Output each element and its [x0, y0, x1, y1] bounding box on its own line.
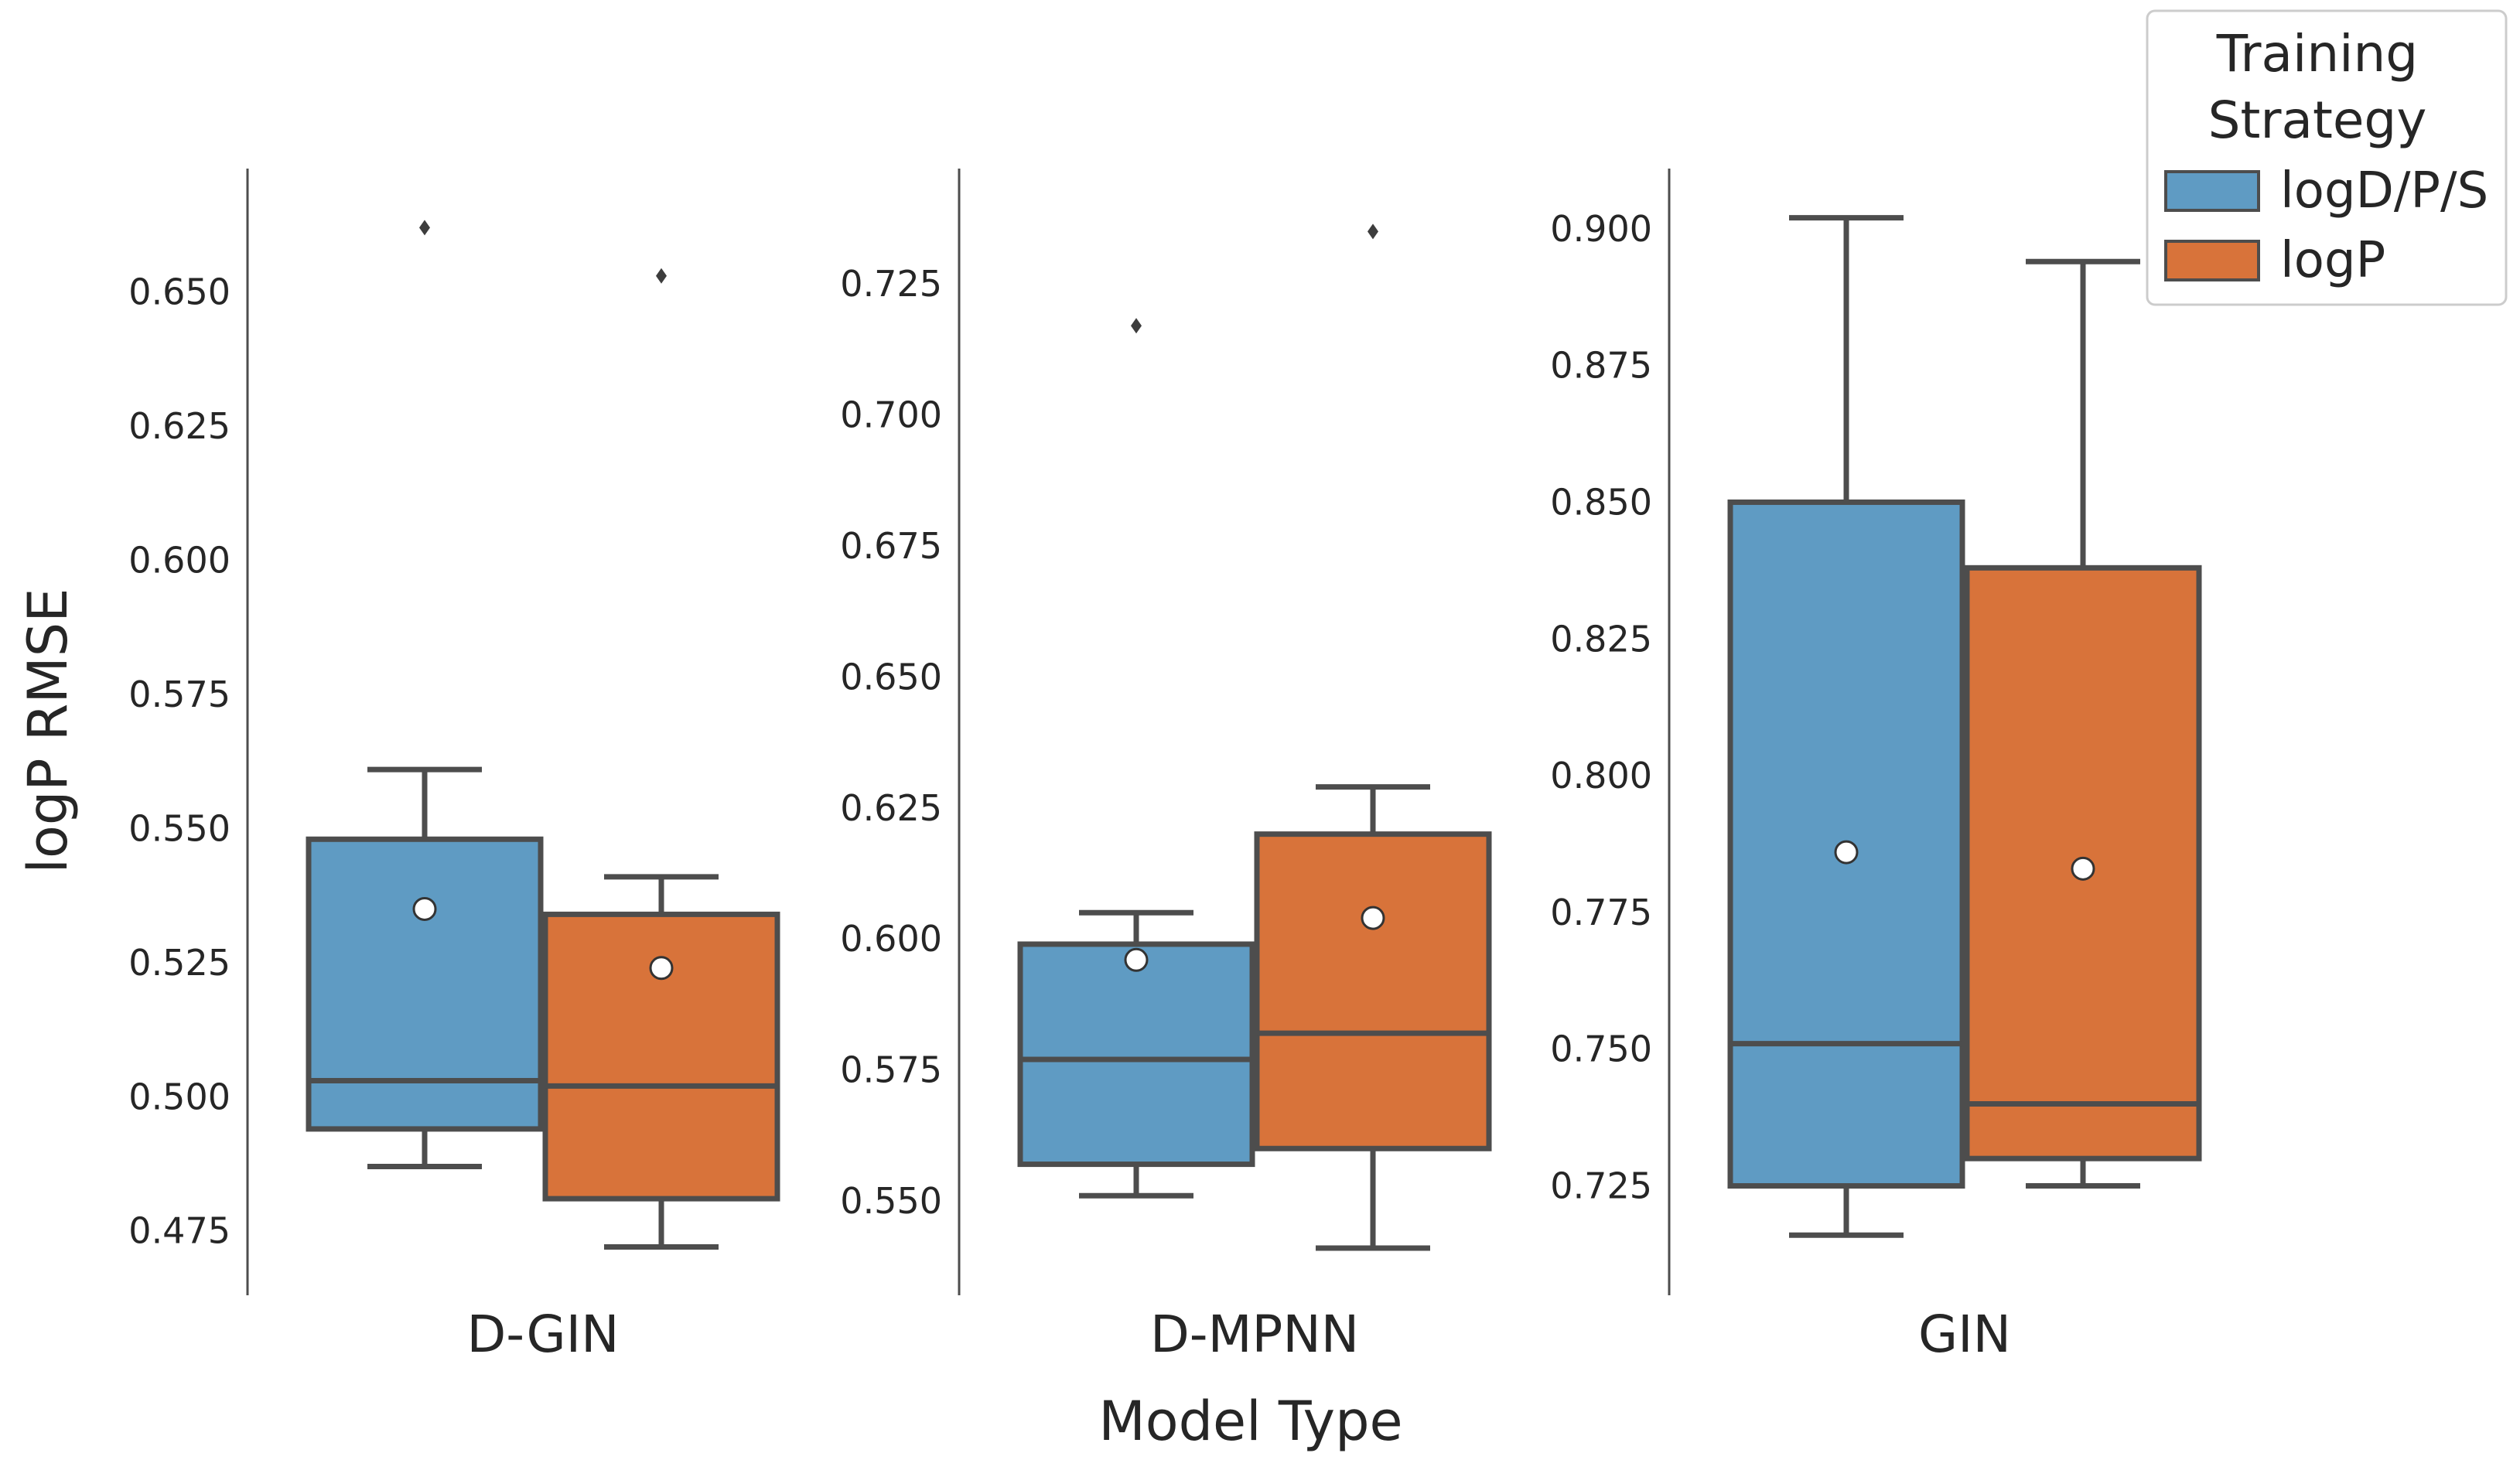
legend-swatch [2164, 240, 2260, 281]
x-category-label: GIN [1918, 1305, 2011, 1364]
y-tick-label: 0.675 [840, 525, 942, 567]
legend-title: Strategy [2208, 90, 2427, 150]
y-tick-label: 0.775 [1550, 892, 1652, 933]
box-logd-p-s [306, 836, 544, 1132]
x-category-label: D-MPNN [1150, 1305, 1359, 1364]
y-tick-label: 0.650 [840, 656, 942, 698]
x-axis-label: Model Type [1098, 1390, 1402, 1453]
y-tick-label: 0.750 [1550, 1028, 1652, 1070]
y-tick-label: 0.525 [128, 942, 230, 984]
mean-marker [1361, 906, 1385, 930]
y-tick-label: 0.725 [1550, 1165, 1652, 1207]
legend-label: logD/P/S [2280, 162, 2488, 220]
y-tick-label: 0.625 [840, 787, 942, 829]
legend-frame [2146, 9, 2508, 306]
mean-marker [2071, 856, 2095, 881]
y-tick-label: 0.725 [840, 263, 942, 305]
x-category-label: D-GIN [466, 1305, 619, 1364]
y-tick-label: 0.575 [128, 674, 230, 715]
box-logd-p-s [1017, 941, 1255, 1168]
y-tick-label: 0.650 [128, 271, 230, 313]
outlier-point [656, 268, 667, 284]
y-tick-label: 0.550 [128, 807, 230, 849]
mean-marker [1124, 947, 1149, 972]
y-tick-label: 0.500 [128, 1076, 230, 1117]
y-axis-label: logP RMSE [16, 588, 80, 874]
y-tick-label: 0.850 [1550, 481, 1652, 523]
y-tick-label: 0.600 [840, 918, 942, 960]
y-tick-label: 0.600 [128, 539, 230, 581]
y-tick-label: 0.550 [840, 1180, 942, 1222]
outlier-point [419, 220, 430, 236]
mean-marker [649, 956, 674, 981]
mean-marker [412, 896, 437, 921]
y-tick-label: 0.575 [840, 1049, 942, 1091]
outlier-point [1131, 318, 1142, 334]
box-logp [1254, 831, 1492, 1151]
y-tick-label: 0.475 [128, 1210, 230, 1252]
y-tick-label: 0.800 [1550, 755, 1652, 796]
mean-marker [1834, 840, 1859, 865]
y-tick-label: 0.825 [1550, 618, 1652, 660]
y-tick-label: 0.625 [128, 405, 230, 447]
legend-label: logP [2280, 232, 2385, 289]
y-tick-label: 0.700 [840, 394, 942, 436]
y-tick-label: 0.875 [1550, 345, 1652, 387]
y-tick-label: 0.900 [1550, 208, 1652, 250]
legend-swatch [2164, 170, 2260, 212]
outlier-point [1368, 223, 1378, 240]
legend-title: Training [2216, 24, 2418, 84]
